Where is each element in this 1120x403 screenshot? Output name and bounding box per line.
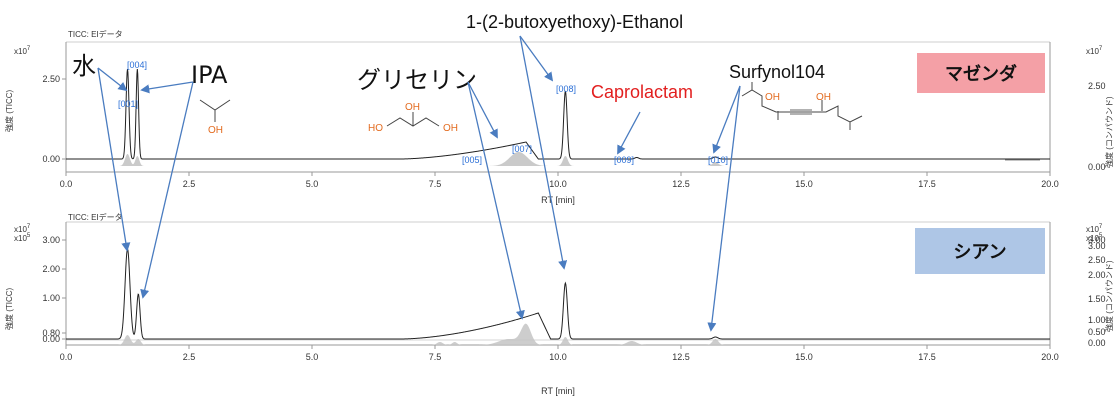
annotation-caprolactam: Caprolactam: [591, 82, 693, 102]
surfynol-structure: [741, 82, 863, 130]
bottom-y-exponent: x107: [14, 224, 31, 234]
bottom-y-ticks: 0.000.80 1.00 2.00 3.00: [42, 235, 66, 344]
bottom-x-tick-5: 12.5: [672, 352, 690, 362]
top-y-exponent: x107: [14, 46, 31, 56]
top-sample-label: マゼンダ: [945, 63, 1017, 85]
peak-label-005: [005]: [462, 155, 482, 165]
arrow-caprolactam: [617, 111, 641, 155]
top-y-tick-1: 2.50: [42, 74, 60, 84]
bottom-sample-label: シアン: [953, 242, 1006, 263]
bottom-y-label: 強度 (TICC): [4, 287, 14, 330]
peak-label-010: [010]: [708, 155, 728, 165]
bottom-x-tick-7: 17.5: [918, 352, 936, 362]
annotation-water: 水: [72, 52, 96, 80]
annotation-arrows: [97, 35, 741, 332]
bottom-x-tick-4: 10.0: [549, 352, 567, 362]
bottom-y-tick-1: 0.80: [42, 328, 60, 338]
bottom-x-tick-1: 2.5: [183, 352, 196, 362]
top-panel-header: TICC: EIデータ: [68, 29, 123, 39]
peak-label-008: [008]: [556, 84, 576, 94]
top-y-exponent-right: x107: [1086, 46, 1103, 56]
bottom-panel-header: TICC: EIデータ: [68, 212, 123, 222]
ipa-structure: [199, 99, 231, 122]
bottom-x-tick-2: 5.0: [306, 352, 319, 362]
top-x-tick-8: 20.0: [1041, 179, 1059, 189]
bottom-y-tick-3: 2.00: [42, 264, 60, 274]
peak-label-001: [001]: [118, 99, 138, 109]
top-x-tick-4: 10.0: [549, 179, 567, 189]
bottom-y-right-tick-4: 2.00: [1088, 270, 1106, 280]
bottom-y-exponent-right-2: x105: [1086, 233, 1103, 243]
bottom-panel: TICC: EIデータ x107 x105 x107 x105 0.000.80…: [4, 212, 1114, 396]
bottom-y-label-right: 強度 (コンパウンド): [1104, 260, 1114, 332]
top-x-tick-0: 0.0: [60, 179, 73, 189]
arrow-surfynol-bottom: [707, 85, 741, 332]
bottom-tic-trace: [66, 247, 1050, 340]
annotation-surfynol104: Surfynol104: [729, 62, 825, 82]
top-x-tick-6: 15.0: [795, 179, 813, 189]
top-x-tick-7: 17.5: [918, 179, 936, 189]
top-y-tick-0: 0.00: [42, 154, 60, 164]
annotation-ipa: IPA: [191, 61, 228, 89]
arrow-water-bottom: [97, 67, 131, 252]
bottom-sample-box: [915, 228, 1045, 274]
top-x-tick-2: 5.0: [306, 179, 319, 189]
top-y-right-tick-0: 0.00: [1088, 162, 1106, 172]
top-sample-box: [917, 53, 1045, 93]
annotation-butoxyethoxy-ethanol: 1-(2-butoxyethoxy)-Ethanol: [466, 12, 683, 32]
bottom-y-right-tick-0: 0.00: [1088, 338, 1106, 348]
annotation-glycerin: グリセリン: [357, 66, 477, 94]
top-y-label-right: 強度 (コンパウンド): [1104, 96, 1114, 168]
arrow-glycerin-top: [467, 81, 498, 139]
bottom-y-right-tick-6: 3.00: [1088, 241, 1106, 251]
bottom-x-tick-3: 7.5: [429, 352, 442, 362]
bottom-y-right-tick-2: 1.00: [1088, 315, 1106, 325]
glycerin-ho-label: HO: [368, 123, 383, 134]
arrow-surfynol-top: [712, 85, 741, 154]
bottom-y-right-tick-7: 3.00: [1088, 235, 1106, 245]
ipa-oh-label: OH: [208, 125, 223, 136]
top-x-label: RT [min]: [541, 195, 575, 205]
arrow-butoxy-top: [519, 35, 554, 82]
bottom-x-ticks: 0.0 2.5 5.0 7.5 10.0 12.5 15.0 17.5 20.0: [60, 345, 1059, 362]
glycerin-structure: [386, 112, 440, 127]
bottom-x-tick-6: 15.0: [795, 352, 813, 362]
peak-label-007: [007]: [512, 144, 532, 154]
bottom-y-right-tick-1: 0.50: [1088, 327, 1106, 337]
arrow-ipa-bottom: [140, 81, 194, 299]
arrow-glycerin-bottom: [467, 81, 525, 320]
top-x-ticks: 0.0 2.5 5.0 7.5 10.0 12.5 15.0 17.5 20.0: [60, 172, 1059, 189]
surfynol-oh-label-left: OH: [765, 92, 780, 103]
glycerin-oh-label-right: OH: [443, 123, 458, 134]
top-y-label: 強度 (TICC): [4, 89, 14, 132]
arrow-butoxy-bottom: [519, 35, 568, 270]
peak-label-009: [009]: [614, 155, 634, 165]
top-panel: TICC: EIデータ x107 x107 0.00 2.50 0.00 2.5…: [4, 29, 1114, 205]
top-x-tick-5: 12.5: [672, 179, 690, 189]
bottom-y-right-tick-3: 1.50: [1088, 294, 1106, 304]
top-tic-trace: [66, 68, 1050, 160]
top-x-tick-3: 7.5: [429, 179, 442, 189]
bottom-y-right-tick-5: 2.50: [1088, 255, 1106, 265]
glycerin-oh-label-mid: OH: [405, 102, 420, 113]
top-y-right-tick-1: 2.50: [1088, 81, 1106, 91]
arrow-water-top: [97, 67, 128, 92]
bottom-compound-trace: [66, 323, 1050, 345]
surfynol-oh-label-right: OH: [816, 92, 831, 103]
bottom-y-tick-4: 3.00: [42, 235, 60, 245]
bottom-y-exponent-2: x105: [14, 233, 31, 243]
arrow-ipa-top: [140, 81, 194, 94]
bottom-y-exponent-right: x107: [1086, 224, 1103, 234]
bottom-x-label: RT [min]: [541, 386, 575, 396]
bottom-y-ticks-right: 0.000.50 1.00 1.50 2.00 2.50 3.003.00: [1088, 235, 1106, 348]
top-x-tick-1: 2.5: [183, 179, 196, 189]
bottom-y-tick-2: 1.00: [42, 293, 60, 303]
annotations: 水 IPA グリセリン 1-(2-butoxyethoxy)-Ethanol C…: [72, 12, 863, 332]
bottom-x-tick-0: 0.0: [60, 352, 73, 362]
bottom-x-tick-8: 20.0: [1041, 352, 1059, 362]
peak-label-004: [004]: [127, 60, 147, 70]
bottom-y-tick-0: 0.00: [42, 334, 60, 344]
